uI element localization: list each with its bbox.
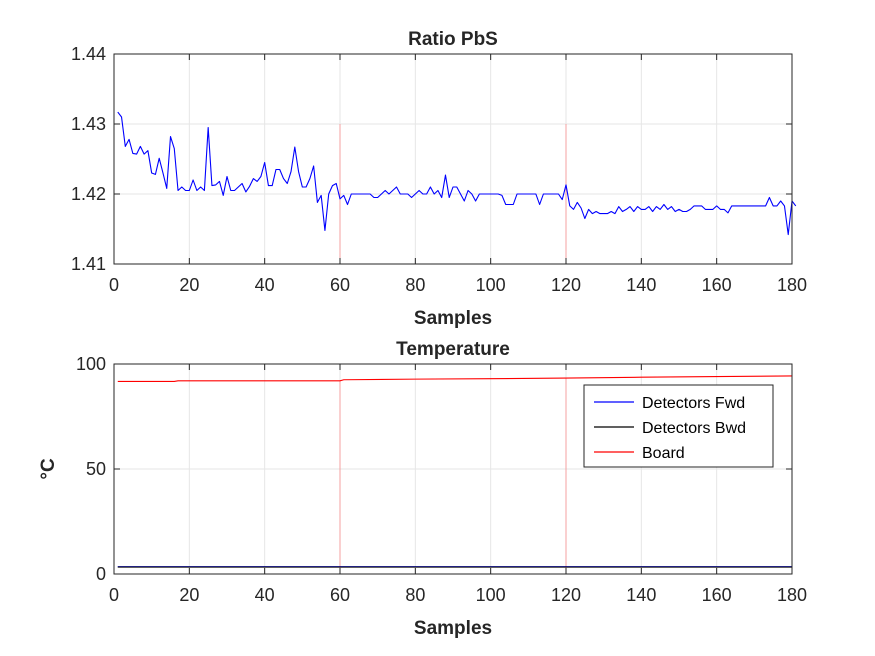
legend-label-detectors-fwd: Detectors Fwd bbox=[642, 395, 745, 412]
x-tick-label: 0 bbox=[109, 275, 119, 295]
x-tick-label: 160 bbox=[702, 585, 732, 605]
x-tick-label: 80 bbox=[405, 585, 425, 605]
x-tick-label: 40 bbox=[255, 275, 275, 295]
x-tick-labels: 0 20 40 60 80 100 120 140 160 180 bbox=[109, 275, 807, 295]
x-tick-label: 20 bbox=[179, 275, 199, 295]
x-tick-label: 140 bbox=[626, 275, 656, 295]
series-lines bbox=[117, 375, 793, 568]
plot-area bbox=[114, 54, 792, 264]
series-lines bbox=[117, 111, 797, 236]
tick-marks bbox=[113, 363, 793, 575]
x-tick-label: 60 bbox=[330, 275, 350, 295]
x-tick-label: 100 bbox=[476, 585, 506, 605]
x-tick-label: 180 bbox=[777, 275, 807, 295]
y-axis-label: °C bbox=[38, 458, 59, 480]
x-tick-labels: 0 20 40 60 80 100 120 140 160 180 bbox=[109, 585, 807, 605]
y-tick-label: 1.41 bbox=[71, 254, 106, 274]
legend-label-board: Board bbox=[642, 445, 685, 462]
y-tick-label: 0 bbox=[96, 564, 106, 584]
y-tick-labels: 0 50 100 bbox=[76, 354, 106, 584]
y-tick-label: 1.42 bbox=[71, 184, 106, 204]
x-tick-label: 100 bbox=[476, 275, 506, 295]
chart-title: Ratio PbS bbox=[408, 29, 498, 50]
x-tick-label: 120 bbox=[551, 585, 581, 605]
x-tick-label: 20 bbox=[179, 585, 199, 605]
tick-marks bbox=[113, 53, 793, 265]
y-tick-label: 50 bbox=[86, 459, 106, 479]
temperature-chart: 0 20 40 60 80 100 120 140 160 180 0 50 100 Temperat… bbox=[38, 339, 807, 639]
x-tick-label: 140 bbox=[626, 585, 656, 605]
x-tick-label: 120 bbox=[551, 275, 581, 295]
y-tick-label: 1.43 bbox=[71, 114, 106, 134]
ratio-pbs-chart: 0 20 40 60 80 100 120 140 160 180 1.411.421.431.4… bbox=[71, 29, 807, 329]
x-tick-label: 180 bbox=[777, 585, 807, 605]
y-tick-label: 100 bbox=[76, 354, 106, 374]
legend-box bbox=[583, 384, 774, 468]
y-tick-labels: 1.41 1.42 1.43 1.44 bbox=[71, 44, 106, 274]
y-tick-label: 1.44 bbox=[71, 44, 106, 64]
chart-title: Temperature bbox=[396, 339, 510, 360]
legend-label-detectors-bwd: Detectors Bwd bbox=[642, 420, 746, 437]
x-tick-label: 40 bbox=[255, 585, 275, 605]
plot-frame bbox=[113, 53, 793, 265]
series-line-series-0 bbox=[117, 111, 797, 236]
x-tick-label: 0 bbox=[109, 585, 119, 605]
legend: Detectors Fwd Detectors Bwd Board bbox=[583, 384, 774, 468]
x-tick-label: 160 bbox=[702, 275, 732, 295]
x-tick-label: 80 bbox=[405, 275, 425, 295]
x-axis-label: Samples bbox=[414, 308, 492, 329]
x-axis-label: Samples bbox=[414, 618, 492, 639]
x-tick-label: 60 bbox=[330, 585, 350, 605]
series-line-board bbox=[117, 375, 793, 382]
